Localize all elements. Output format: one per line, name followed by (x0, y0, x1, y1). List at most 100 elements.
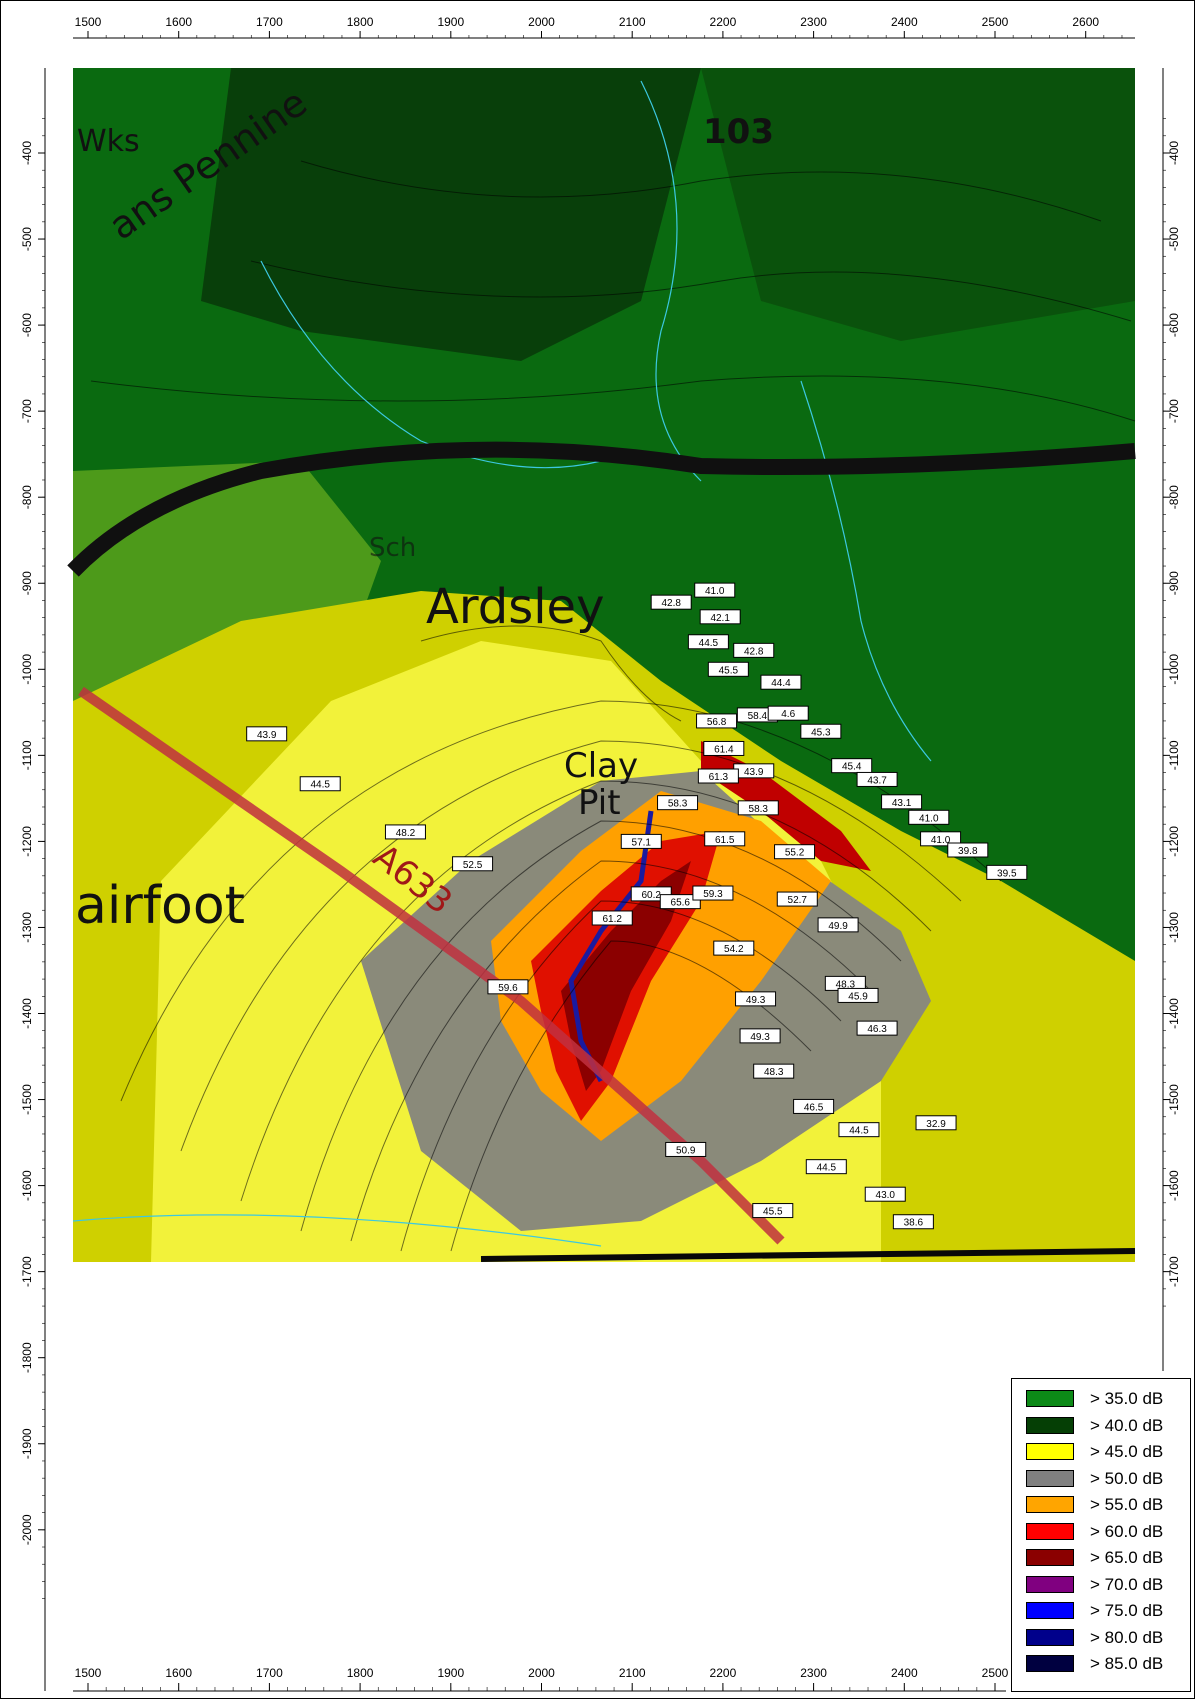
legend-swatch (1026, 1628, 1074, 1646)
legend-item: > 70.0 dB (1026, 1575, 1190, 1595)
pit-label: Pit (578, 783, 621, 823)
receiver-label[interactable]: 41.0 (920, 831, 962, 847)
receiver-label[interactable]: 65.6 (659, 894, 701, 910)
receiver-label[interactable]: 58.3 (657, 795, 699, 811)
receiver-label[interactable]: 42.1 (699, 609, 741, 625)
receiver-label[interactable]: 50.9 (665, 1141, 707, 1157)
receiver-label-box (831, 758, 873, 774)
receiver-label[interactable]: 52.5 (452, 856, 494, 872)
x-top-tick-label: 2000 (528, 15, 555, 29)
receiver-label[interactable]: 61.5 (704, 831, 746, 847)
receiver-label[interactable]: 56.8 (696, 713, 738, 729)
x-top-tick-label: 2300 (800, 15, 827, 29)
receiver-label[interactable]: 48.3 (753, 1063, 795, 1079)
legend-item: > 65.0 dB (1026, 1548, 1190, 1568)
x-top-tick-label: 1900 (437, 15, 464, 29)
receiver-label-box (753, 1063, 795, 1079)
receiver-label[interactable]: 48.2 (384, 824, 426, 840)
x-top-tick-label: 1600 (165, 15, 192, 29)
receiver-label[interactable]: 43.1 (881, 794, 923, 810)
contour-lines (90, 160, 1136, 1252)
receiver-label[interactable]: 46.5 (793, 1098, 835, 1114)
receiver-label[interactable]: 58.3 (737, 800, 779, 816)
receiver-label[interactable]: 43.9 (246, 726, 288, 742)
receiver-label[interactable]: 4.6 (767, 705, 809, 721)
x-bottom-tick-label: 2200 (710, 1666, 737, 1680)
receiver-label[interactable]: 49.3 (739, 1028, 781, 1044)
receiver-label[interactable]: 39.8 (947, 842, 989, 858)
receiver-label[interactable]: 55.2 (774, 844, 816, 860)
y-left-tick: -1600 (20, 1170, 45, 1201)
receiver-label-value: 38.6 (904, 1218, 924, 1229)
receiver-label[interactable]: 52.7 (776, 891, 818, 907)
x-top-tick: 1500 (75, 15, 102, 38)
receiver-label[interactable]: 44.5 (838, 1122, 880, 1138)
x-bottom-tick-label: 2500 (982, 1666, 1009, 1680)
receiver-label[interactable]: 59.3 (692, 885, 734, 901)
receiver-label[interactable]: 42.8 (650, 594, 692, 610)
receiver-label-value: 39.8 (958, 846, 978, 857)
receiver-label[interactable]: 45.9 (837, 987, 879, 1003)
receiver-label-value: 43.1 (892, 798, 912, 809)
map-panel[interactable]: ans Pennine Wks 103 Sch Ardsley Clay Pit… (67, 68, 1136, 1262)
receiver-label-value: 44.5 (699, 638, 719, 649)
receiver-label-box (707, 661, 749, 677)
y-left-tick-label: -1700 (20, 1256, 34, 1287)
receiver-label[interactable]: 59.6 (487, 979, 529, 995)
y-left-tick-label: -1100 (20, 740, 34, 770)
receiver-label[interactable]: 57.1 (620, 833, 662, 849)
receiver-label[interactable]: 42.8 (733, 642, 775, 658)
receiver-label-box (659, 894, 701, 910)
receiver-label[interactable]: 61.2 (591, 910, 633, 926)
receiver-label[interactable]: 41.0 (908, 809, 950, 825)
receiver-label[interactable]: 43.0 (864, 1186, 906, 1202)
receiver-label[interactable]: 44.5 (299, 776, 341, 792)
y-left-tick: -1400 (20, 998, 45, 1029)
zone-65db (561, 861, 691, 1091)
x-top-tick: 1800 (347, 15, 374, 38)
receiver-label-value: 59.6 (498, 983, 518, 994)
receiver-label[interactable]: 38.6 (892, 1214, 934, 1230)
receiver-label-box (737, 800, 779, 816)
receiver-label[interactable]: 45.5 (752, 1203, 794, 1219)
legend-item: > 45.0 dB (1026, 1442, 1190, 1462)
receiver-label-value: 61.2 (603, 914, 623, 925)
receiver-label-box (856, 1020, 898, 1036)
x-bottom-tick-label: 1500 (75, 1666, 102, 1680)
y-left-tick-label: -1000 (20, 654, 34, 685)
receiver-label[interactable]: 48.3 (824, 975, 866, 991)
receiver-label-box (767, 705, 809, 721)
y-left-tick-label: -1900 (20, 1428, 34, 1459)
receiver-label-value: 61.3 (709, 772, 729, 783)
receiver-label[interactable]: 45.3 (800, 723, 842, 739)
receiver-label-box (776, 891, 818, 907)
receiver-label[interactable]: 49.9 (817, 917, 859, 933)
y-right-tick-label: -1400 (1167, 998, 1181, 1029)
receiver-label-box (591, 910, 633, 926)
receiver-label-value: 32.9 (926, 1119, 946, 1130)
receiver-label[interactable]: 44.5 (687, 634, 729, 650)
receiver-label[interactable]: 45.5 (707, 661, 749, 677)
receiver-label[interactable]: 54.2 (713, 940, 755, 956)
receiver-label[interactable]: 41.0 (694, 582, 736, 598)
receiver-label[interactable]: 43.7 (856, 771, 898, 787)
receiver-label-box (986, 864, 1028, 880)
receiver-label[interactable]: 44.4 (760, 674, 802, 690)
receiver-label-value: 58.4 (748, 711, 768, 722)
y-left-tick: -1900 (20, 1428, 45, 1459)
receiver-label[interactable]: 45.4 (831, 758, 873, 774)
receiver-label[interactable]: 61.3 (697, 768, 739, 784)
legend-swatch (1026, 1443, 1074, 1460)
receiver-label[interactable]: 44.5 (805, 1159, 847, 1175)
receiver-label-value: 45.9 (848, 991, 868, 1002)
receiver-label[interactable]: 49.3 (735, 991, 777, 1007)
receiver-label[interactable]: 39.5 (986, 864, 1028, 880)
receiver-label[interactable]: 43.9 (733, 763, 775, 779)
receiver-label[interactable]: 46.3 (856, 1020, 898, 1036)
receiver-label[interactable]: 32.9 (915, 1115, 957, 1131)
receiver-label-box (696, 713, 738, 729)
x-bottom-tick-label: 2000 (528, 1666, 555, 1680)
receiver-label[interactable]: 61.4 (703, 740, 745, 756)
